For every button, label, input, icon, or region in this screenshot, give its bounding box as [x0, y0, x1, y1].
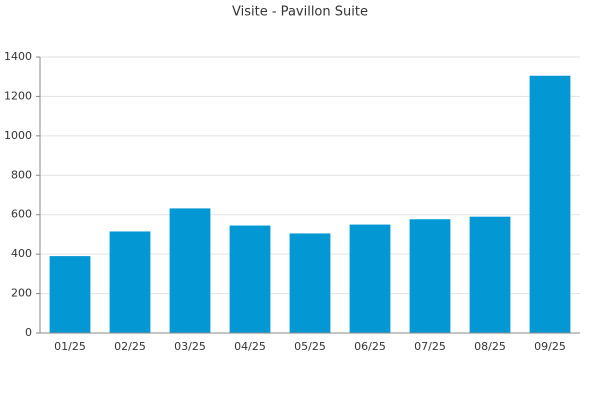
x-tick-label: 09/25	[534, 340, 566, 353]
y-tick-label: 600	[11, 208, 32, 221]
y-tick-label: 1400	[4, 50, 32, 63]
chart-title: Visite - Pavillon Suite	[232, 5, 368, 20]
bar	[349, 224, 391, 333]
bar	[409, 219, 451, 333]
x-tick-label: 05/25	[294, 340, 326, 353]
bar	[109, 231, 151, 333]
x-tick-label: 04/25	[234, 340, 266, 353]
y-tick-label: 0	[25, 326, 32, 339]
x-tick-label: 03/25	[174, 340, 206, 353]
x-tick-label: 02/25	[114, 340, 146, 353]
y-tick-label: 800	[11, 168, 32, 181]
y-tick-label: 400	[11, 247, 32, 260]
x-tick-label: 01/25	[54, 340, 86, 353]
y-tick-label: 1000	[4, 129, 32, 142]
y-tick-label: 200	[11, 287, 32, 300]
y-tick-label: 1200	[4, 89, 32, 102]
x-tick-label: 08/25	[474, 340, 506, 353]
bar	[529, 75, 571, 333]
bar	[49, 256, 91, 333]
bar	[289, 233, 331, 333]
bar	[229, 225, 271, 333]
x-tick-label: 07/25	[414, 340, 446, 353]
bar	[469, 216, 511, 333]
x-tick-label: 06/25	[354, 340, 386, 353]
bar	[169, 208, 211, 333]
